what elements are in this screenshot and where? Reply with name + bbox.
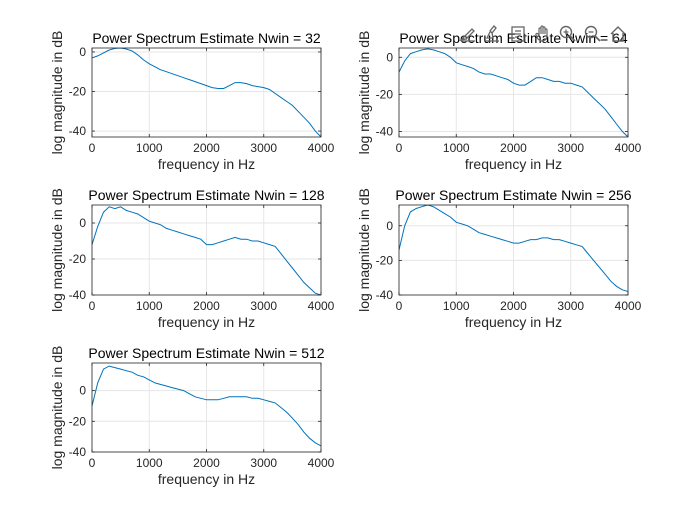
x-tick-label: 1000 (136, 141, 163, 155)
x-tick-label: 3000 (250, 456, 277, 470)
y-tick-label: -40 (376, 288, 394, 302)
subplot-3: 0 1000 2000 3000 4000 0 -20 -40 Power Spectrum E… (49, 187, 335, 330)
y-axis-label: log magnitude in dB (49, 346, 65, 470)
x-tick-label: 4000 (308, 141, 335, 155)
x-axis-label: frequency in Hz (465, 156, 562, 172)
chart-title: Power Spectrum Estimate Nwin = 128 (88, 187, 324, 203)
x-tick-label: 2000 (193, 299, 220, 313)
y-tick-label: -20 (376, 87, 394, 101)
x-tick-label: 3000 (250, 299, 277, 313)
x-tick-label: 3000 (557, 141, 584, 155)
x-tick-label: 4000 (615, 141, 642, 155)
subplot-5: 0 1000 2000 3000 4000 0 -20 -40 Power Spectrum E… (49, 345, 335, 487)
y-axis-label: log magnitude in dB (356, 188, 372, 312)
x-tick-label: 0 (89, 299, 96, 313)
series-line (92, 206, 321, 295)
subplot-4: 0 1000 2000 3000 4000 0 -20 -40 Power Spectrum E… (356, 187, 642, 330)
x-tick-label: 2000 (500, 299, 527, 313)
x-axis-label: frequency in Hz (158, 471, 255, 487)
chart-title: Power Spectrum Estimate Nwin = 32 (92, 30, 321, 46)
data-tips-icon[interactable] (505, 22, 530, 46)
x-tick-label: 4000 (308, 299, 335, 313)
y-axis-label: log magnitude in dB (49, 31, 65, 155)
x-axis-label: frequency in Hz (158, 156, 255, 172)
axes-toolbar (455, 21, 635, 47)
x-tick-label: 4000 (308, 456, 335, 470)
series-line (92, 365, 321, 447)
y-tick-label: -40 (69, 445, 87, 459)
y-tick-label: 0 (79, 384, 86, 398)
x-tick-label: 1000 (443, 299, 470, 313)
y-tick-label: 0 (79, 45, 86, 59)
x-tick-label: 2000 (193, 456, 220, 470)
subplot-1: 0 1000 2000 3000 4000 0 -20 -40 Power Spectrum E… (49, 30, 335, 172)
x-tick-label: 1000 (443, 141, 470, 155)
x-tick-label: 0 (396, 141, 403, 155)
x-tick-label: 3000 (250, 141, 277, 155)
pan-icon[interactable] (530, 22, 555, 46)
y-axis-label: log magnitude in dB (49, 188, 65, 312)
y-axis-label: log magnitude in dB (356, 31, 372, 155)
x-tick-label: 2000 (500, 141, 527, 155)
x-axis-label: frequency in Hz (158, 314, 255, 330)
y-tick-label: -20 (69, 252, 87, 266)
x-axis-label: frequency in Hz (465, 314, 562, 330)
brush-icon[interactable] (480, 22, 505, 46)
x-tick-label: 1000 (136, 299, 163, 313)
series-line (399, 48, 628, 137)
x-tick-label: 3000 (557, 299, 584, 313)
zoom-in-icon[interactable] (555, 22, 580, 46)
zoom-out-icon[interactable] (580, 22, 605, 46)
y-tick-label: -40 (69, 288, 87, 302)
series-line (399, 205, 628, 292)
x-tick-label: 2000 (193, 141, 220, 155)
y-tick-label: -20 (69, 85, 87, 99)
x-tick-label: 4000 (615, 299, 642, 313)
x-tick-label: 0 (396, 299, 403, 313)
y-tick-label: -20 (376, 253, 394, 267)
y-tick-label: 0 (386, 50, 393, 64)
edit-plot-icon[interactable] (455, 22, 480, 46)
y-tick-label: 0 (79, 216, 86, 230)
y-tick-label: -40 (69, 124, 87, 138)
y-tick-label: 0 (386, 219, 393, 233)
chart-title: Power Spectrum Estimate Nwin = 512 (88, 345, 324, 361)
home-icon[interactable] (605, 22, 630, 46)
x-tick-label: 0 (89, 456, 96, 470)
chart-title: Power Spectrum Estimate Nwin = 256 (395, 187, 631, 203)
y-tick-label: -40 (376, 124, 394, 138)
x-tick-label: 0 (89, 141, 96, 155)
series-line (92, 48, 321, 137)
x-tick-label: 1000 (136, 456, 163, 470)
y-tick-label: -20 (69, 414, 87, 428)
